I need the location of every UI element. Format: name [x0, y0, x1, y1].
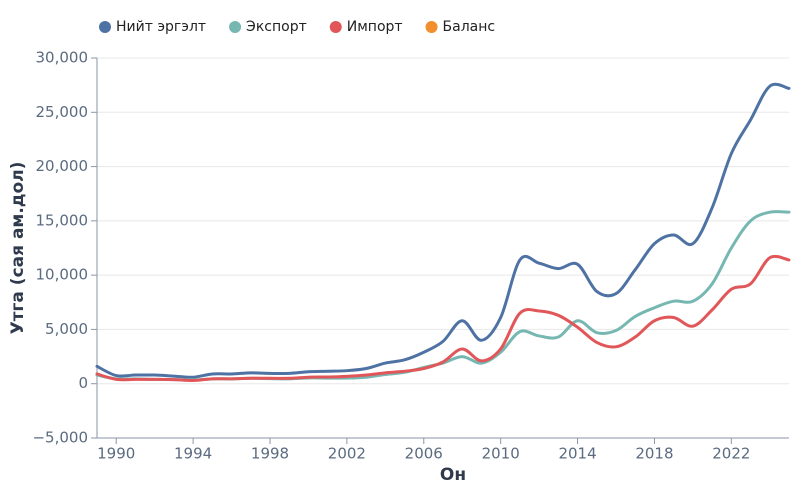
legend-swatch [425, 21, 438, 33]
legend-label: Экспорт [246, 19, 307, 35]
y-tick-label: 30,000 [36, 49, 89, 67]
x-tick-label: 2010 [482, 445, 520, 463]
data-line [95, 254, 791, 382]
x-tick-label: 2002 [328, 445, 366, 463]
x-tick-label: 1998 [251, 445, 289, 463]
y-tick-label: 25,000 [36, 103, 89, 121]
legend-label: Нийт эргэлт [116, 19, 206, 35]
legend-label: Баланс [443, 19, 496, 35]
y-tick-label: 10,000 [36, 266, 89, 284]
x-axis-label: Он [440, 465, 466, 485]
y-tick-label: 20,000 [36, 157, 89, 175]
x-tick-label: 1994 [174, 445, 212, 463]
y-axis-label: Утга (сая ам.дол) [8, 162, 28, 335]
legend-swatch [329, 21, 342, 33]
x-tick-label: 2022 [712, 445, 750, 463]
legend-swatch [229, 21, 242, 33]
data-line [95, 210, 791, 382]
y-tick-label: 5,000 [45, 320, 88, 338]
y-tick-label: −5,000 [32, 429, 88, 447]
x-tick-label: 2014 [558, 445, 596, 463]
legend-label: Импорт [347, 19, 403, 35]
legend-swatch [99, 21, 111, 33]
x-tick-label: 2006 [405, 445, 443, 463]
y-tick-label: 0 [78, 374, 88, 392]
x-tick-label: 2018 [635, 445, 673, 463]
data-line [95, 82, 791, 379]
x-tick-label: 1990 [97, 445, 135, 463]
y-tick-label: 15,000 [36, 211, 89, 229]
